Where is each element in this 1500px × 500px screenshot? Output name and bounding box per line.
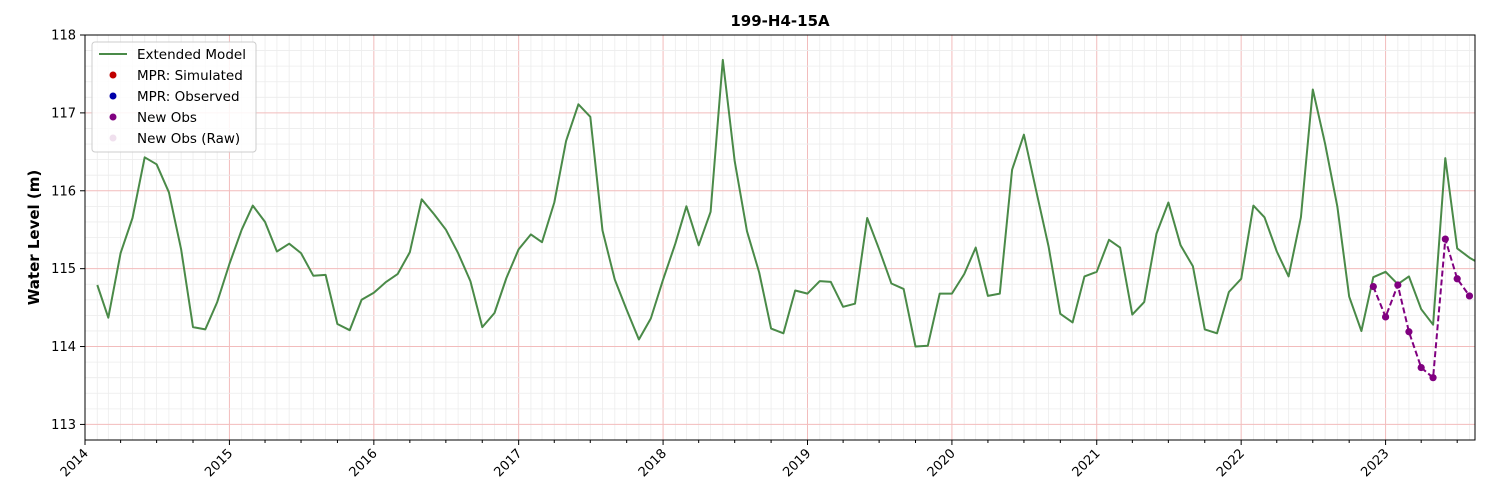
x-tick-label: 2023 [1358,446,1392,480]
x-tick-label: 2016 [347,446,381,480]
y-axis-ticks: 113 114 115 116 117 118 [51,29,85,433]
y-axis-label: Water Level (m) [25,170,43,305]
plot-frame [84,34,1476,441]
legend-box [91,41,257,153]
y-tick-label: 114 [51,340,76,355]
y-tick-label: 117 [51,106,76,121]
x-tick-label: 2021 [1070,446,1104,480]
legend: Extended Model MPR: Simulated MPR: Observe… [91,41,257,153]
x-tick-label: 2020 [925,446,959,480]
legend-swatch-marker [109,92,117,100]
data-point [1441,235,1449,243]
x-axis-ticks: 2014 2015 2016 2017 2018 2019 2020 2021 2022 2023 [58,440,1458,480]
series-line-extended-model [96,58,1476,348]
x-tick-label: 2018 [636,446,670,480]
data-point [1453,275,1461,283]
data-point [1369,282,1377,291]
x-tick-label: 2022 [1214,446,1248,480]
chart-title: 199-H4-15A [730,12,830,30]
legend-label: New Obs [137,110,197,126]
data-point [1465,292,1474,300]
data-point [1405,328,1413,336]
grid [84,34,1475,440]
data-point [1417,363,1425,372]
legend-label: MPR: Simulated [137,68,243,84]
y-tick-label: 115 [51,262,76,277]
data-point [1429,374,1437,382]
x-tick-label: 2014 [58,446,92,480]
legend-label: Extended Model [137,47,246,63]
x-tick-label: 2019 [780,446,814,480]
y-tick-label: 113 [51,418,76,433]
data-point [1381,313,1390,321]
y-tick-label: 118 [51,29,76,44]
x-tick-label: 2015 [202,446,236,480]
y-tick-label: 116 [51,184,76,199]
data-point [1394,281,1402,289]
legend-swatch-marker [109,113,117,121]
legend-swatch-marker [109,134,117,142]
legend-label: MPR: Observed [137,89,240,105]
x-tick-label: 2017 [491,446,525,480]
plot-area [96,58,1476,382]
legend-label: New Obs (Raw) [137,131,240,147]
legend-swatch-marker [109,71,117,79]
series-line-new-obs [1372,238,1471,379]
